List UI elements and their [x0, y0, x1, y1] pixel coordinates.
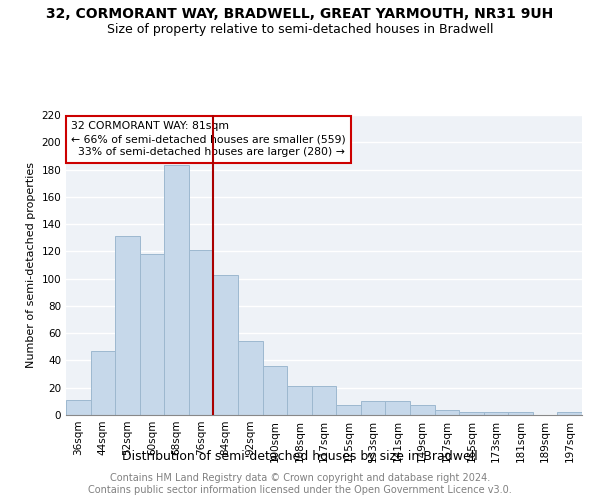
Text: Size of property relative to semi-detached houses in Bradwell: Size of property relative to semi-detach… [107, 22, 493, 36]
Bar [140, 254, 164, 415]
Bar [385, 402, 410, 415]
Bar [508, 412, 533, 415]
Text: Distribution of semi-detached houses by size in Bradwell: Distribution of semi-detached houses by … [122, 450, 478, 463]
Bar [164, 166, 189, 415]
Bar [410, 406, 434, 415]
Text: Contains HM Land Registry data © Crown copyright and database right 2024.
Contai: Contains HM Land Registry data © Crown c… [88, 474, 512, 495]
Bar [214, 274, 238, 415]
Bar [336, 406, 361, 415]
Bar [361, 402, 385, 415]
Bar [238, 342, 263, 415]
Bar [484, 412, 508, 415]
Bar [263, 366, 287, 415]
Bar [312, 386, 336, 415]
Text: 32, CORMORANT WAY, BRADWELL, GREAT YARMOUTH, NR31 9UH: 32, CORMORANT WAY, BRADWELL, GREAT YARMO… [46, 8, 554, 22]
Bar [434, 410, 459, 415]
Bar [459, 412, 484, 415]
Y-axis label: Number of semi-detached properties: Number of semi-detached properties [26, 162, 36, 368]
Bar [66, 400, 91, 415]
Bar [287, 386, 312, 415]
Bar [557, 412, 582, 415]
Text: 32 CORMORANT WAY: 81sqm
← 66% of semi-detached houses are smaller (559)
  33% of: 32 CORMORANT WAY: 81sqm ← 66% of semi-de… [71, 121, 346, 158]
Bar [115, 236, 140, 415]
Bar [189, 250, 214, 415]
Bar [91, 351, 115, 415]
